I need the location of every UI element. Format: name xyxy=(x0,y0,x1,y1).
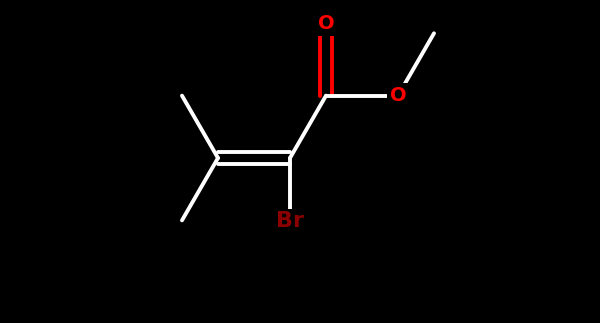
Text: O: O xyxy=(317,14,334,33)
Text: Br: Br xyxy=(276,211,304,231)
Text: O: O xyxy=(389,86,406,105)
